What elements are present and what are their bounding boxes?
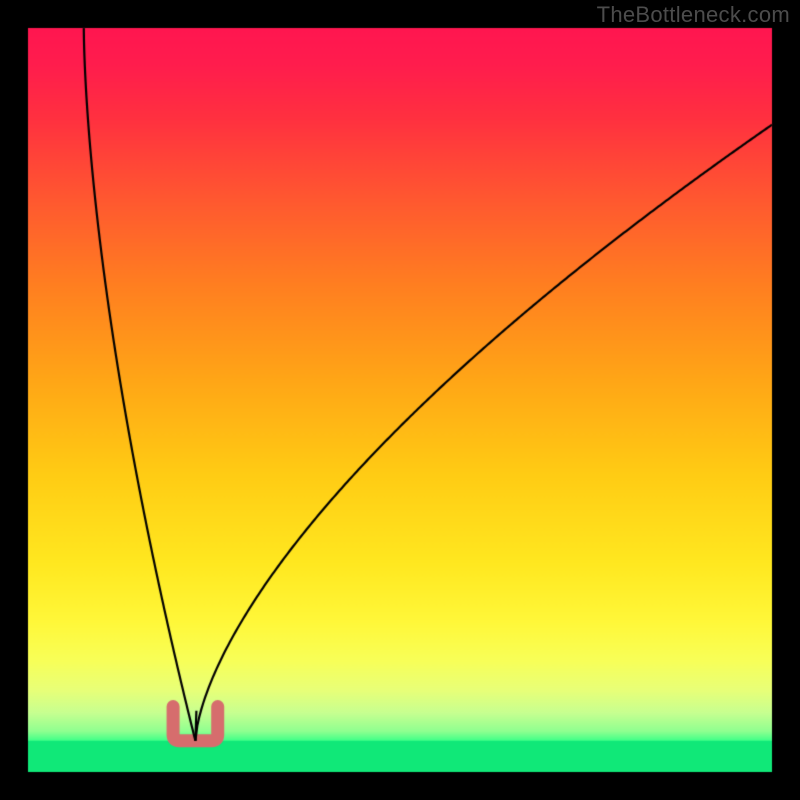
- curve-layer: [0, 0, 800, 800]
- chart-stage: TheBottleneck.com: [0, 0, 800, 800]
